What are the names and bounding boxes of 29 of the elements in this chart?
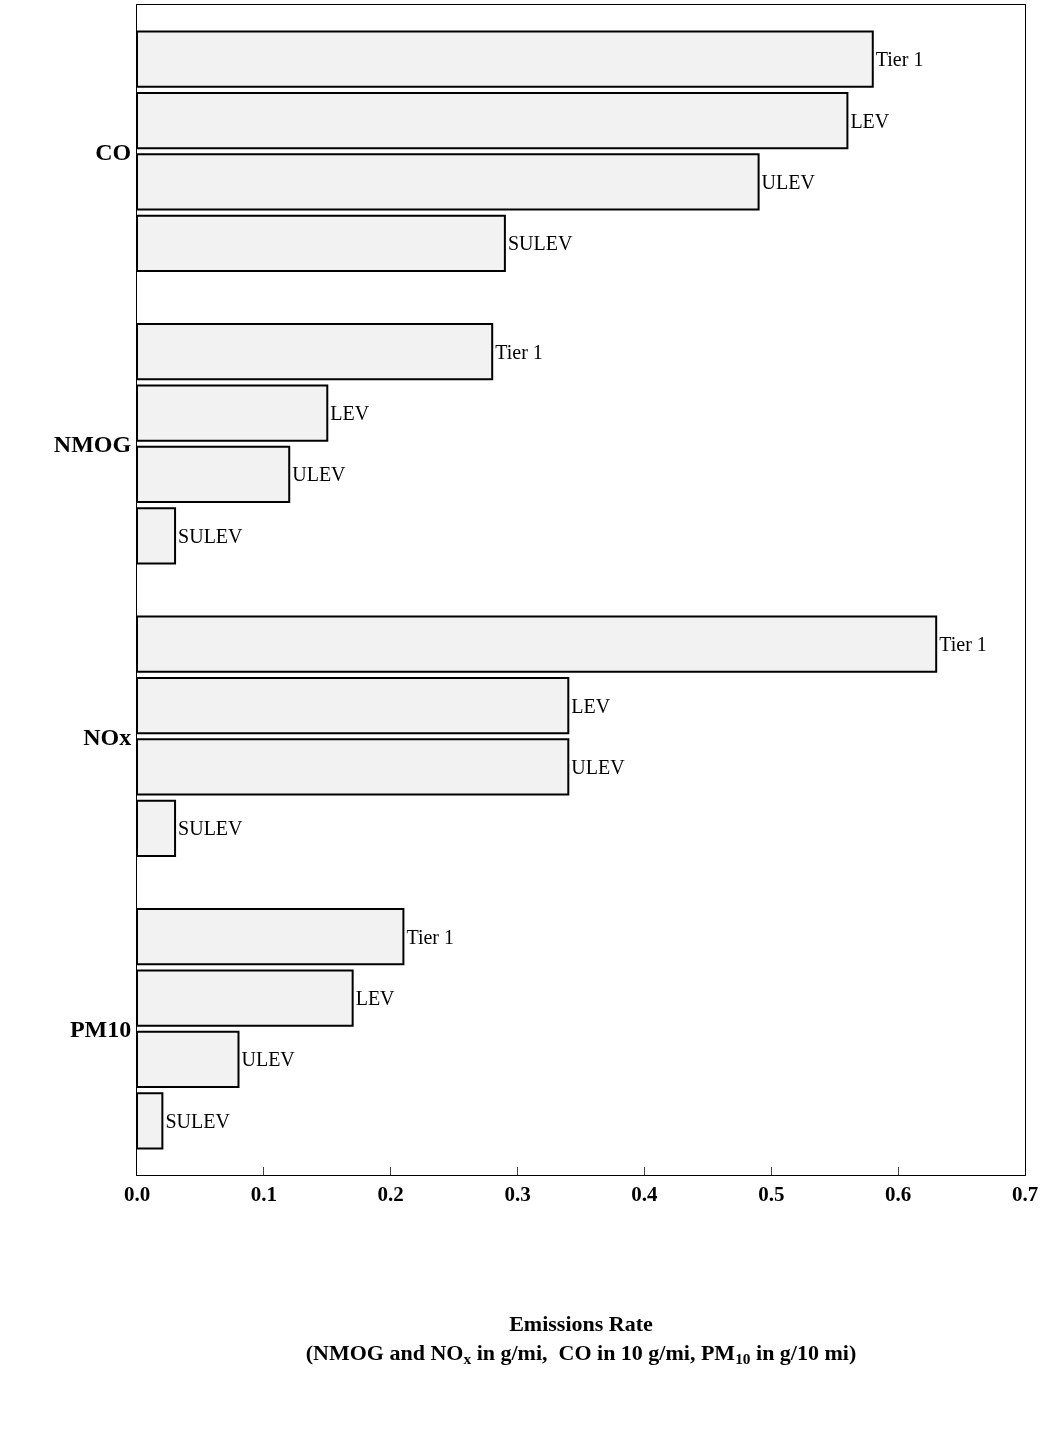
x-tick-label: 0.4 [631, 1182, 659, 1207]
text: ULEV [241, 1048, 295, 1071]
text: SULEV [178, 817, 243, 840]
x-tick-label: 0.3 [504, 1182, 531, 1207]
text: ULEV [571, 755, 625, 778]
text: ULEV [292, 463, 346, 486]
text: Tier 1 [495, 340, 543, 363]
y-tick-label: PM10 [69, 1016, 132, 1043]
y-tick-label: NOx [83, 723, 132, 750]
x-tick-label: 0.0 [123, 1182, 151, 1207]
text: LEV [355, 987, 395, 1010]
x-tick-label: 0.2 [377, 1182, 404, 1207]
text: Tier 1 [406, 925, 455, 948]
x-tick-label: 0.1 [250, 1182, 277, 1207]
x-tick-label: 0.5 [758, 1182, 785, 1207]
text: SULEV [178, 524, 243, 547]
text: LEV [571, 694, 611, 717]
series-label: ULEV [761, 170, 816, 193]
y-tick-label: CO [95, 138, 132, 165]
x-tick-label: 0.7 [1011, 1182, 1039, 1207]
text: LEV [330, 402, 370, 425]
y-tick-label: NMOG [53, 431, 132, 458]
series-label: Tier 1 [875, 48, 924, 71]
text: SULEV [165, 1109, 230, 1132]
series-label: LEV [850, 109, 890, 132]
text: Emissions Rate (NMOG and NO$_{x}$ in g/mi, CO in 10 g/mi, PM$_{10}$ in g/10 mi) [305, 1311, 857, 1368]
x-tick-label: 0.6 [885, 1182, 912, 1207]
text: Tier 1 [939, 633, 987, 656]
series-label: SULEV [507, 232, 573, 255]
